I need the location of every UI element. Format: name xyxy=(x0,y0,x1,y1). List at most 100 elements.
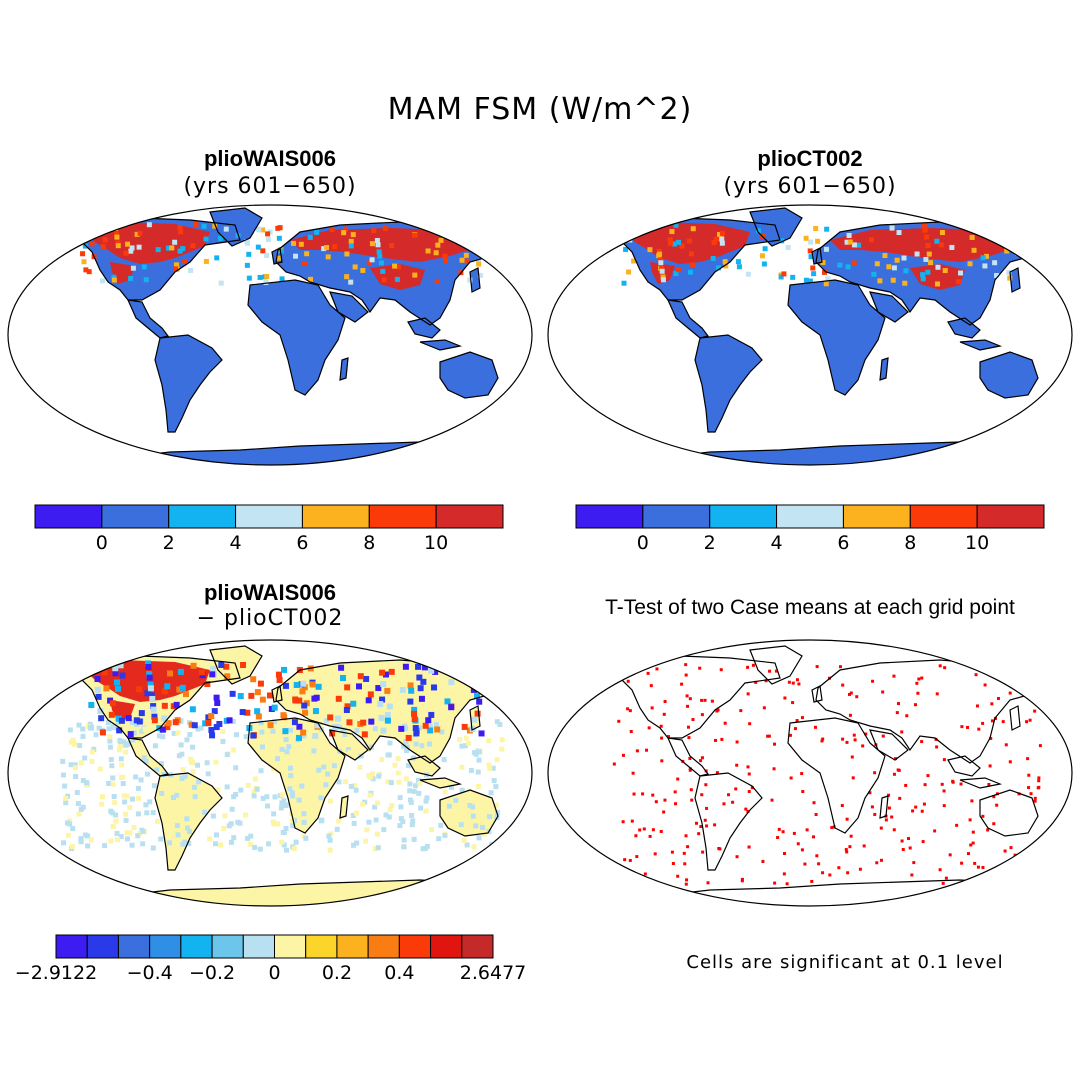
grid-cell xyxy=(411,788,417,794)
grid-cell xyxy=(660,274,666,280)
grid-cell xyxy=(222,813,228,819)
grid-cell xyxy=(115,837,121,843)
grid-cell xyxy=(256,226,262,232)
significant-cell xyxy=(740,879,744,883)
significant-cell xyxy=(803,862,807,866)
map-border xyxy=(547,639,1073,907)
grid-cell xyxy=(123,749,129,755)
grid-cell xyxy=(239,709,246,716)
grid-cell xyxy=(115,243,121,249)
grid-cell xyxy=(376,773,382,779)
grid-cell xyxy=(301,261,307,267)
grid-cell xyxy=(969,235,975,241)
grid-cell xyxy=(144,690,151,697)
significant-cell xyxy=(992,795,996,799)
grid-cell xyxy=(205,720,212,727)
grid-cell xyxy=(383,812,389,818)
significant-cell xyxy=(734,787,738,791)
grid-cell xyxy=(920,276,926,282)
grid-cell xyxy=(623,247,629,253)
significant-cell xyxy=(940,782,944,786)
grid-cell xyxy=(342,779,348,785)
grid-cell xyxy=(882,253,888,259)
grid-cell xyxy=(660,277,666,283)
grid-cell xyxy=(354,840,360,846)
grid-cell xyxy=(73,774,79,780)
grid-cell xyxy=(150,706,157,713)
grid-cell xyxy=(281,829,287,835)
grid-cell xyxy=(281,842,287,848)
grid-cell xyxy=(255,713,262,720)
grid-cell xyxy=(378,260,384,266)
grid-cell xyxy=(361,731,368,738)
grid-cell xyxy=(191,784,197,790)
grid-cell xyxy=(199,669,206,676)
grid-cell xyxy=(471,844,477,850)
grid-cell xyxy=(94,676,101,683)
grid-cell xyxy=(380,727,387,734)
significant-cell xyxy=(680,682,684,686)
grid-cell xyxy=(180,841,186,847)
significant-cell xyxy=(1026,757,1030,761)
grid-cell xyxy=(113,818,119,824)
grid-cell xyxy=(967,261,973,267)
grid-cell xyxy=(467,802,473,808)
grid-cell xyxy=(174,262,180,268)
significant-cell xyxy=(881,690,885,694)
grid-cell xyxy=(304,251,310,257)
significant-cell xyxy=(719,668,723,672)
grid-cell xyxy=(389,243,395,249)
grid-cell xyxy=(324,718,330,724)
grid-cell xyxy=(64,820,70,826)
significant-cell xyxy=(635,855,639,859)
grid-cell xyxy=(136,718,143,725)
grid-cell xyxy=(177,668,184,675)
significant-cell xyxy=(751,663,755,667)
grid-cell xyxy=(224,752,230,758)
significant-cell xyxy=(900,730,904,734)
grid-cell xyxy=(201,223,207,229)
grid-cell xyxy=(123,250,129,256)
grid-cell xyxy=(427,741,433,747)
grid-cell xyxy=(371,228,377,234)
grid-cell xyxy=(231,747,237,753)
grid-cell xyxy=(114,830,120,836)
grid-cell xyxy=(326,833,332,839)
significant-cell xyxy=(638,828,642,832)
grid-cell xyxy=(275,671,282,678)
significant-cell xyxy=(654,800,658,804)
significant-cell xyxy=(879,858,883,862)
grid-cell xyxy=(275,225,281,231)
grid-cell xyxy=(417,685,424,692)
significant-cell xyxy=(838,665,842,669)
grid-cell xyxy=(159,761,165,767)
grid-cell xyxy=(99,729,106,736)
grid-cell xyxy=(374,238,380,244)
significant-cell xyxy=(810,879,814,883)
grid-cell xyxy=(474,248,480,254)
grid-cell xyxy=(282,682,289,689)
colorbar-tick-label: 10 xyxy=(424,532,449,554)
grid-cell xyxy=(81,259,87,265)
grid-cell xyxy=(1008,226,1014,232)
significant-cell xyxy=(648,834,652,838)
grid-cell xyxy=(184,737,190,743)
grid-cell xyxy=(98,715,105,722)
grid-cell xyxy=(175,832,181,838)
grid-cell xyxy=(315,683,322,690)
significant-cell xyxy=(848,845,852,849)
grid-cell xyxy=(111,277,117,283)
grid-cell xyxy=(386,703,393,710)
grid-cell xyxy=(463,252,469,258)
significant-cell xyxy=(700,756,704,760)
grid-cell xyxy=(136,686,143,693)
grid-cell xyxy=(303,835,309,841)
significant-cell xyxy=(895,711,899,715)
grid-cell xyxy=(159,726,166,733)
grid-cell xyxy=(435,242,441,248)
grid-cell xyxy=(183,831,189,837)
significant-cell xyxy=(849,691,853,695)
colorbar-tick-label: −2.9122 xyxy=(14,962,98,984)
grid-cell xyxy=(89,758,95,764)
grid-cell xyxy=(464,842,470,848)
